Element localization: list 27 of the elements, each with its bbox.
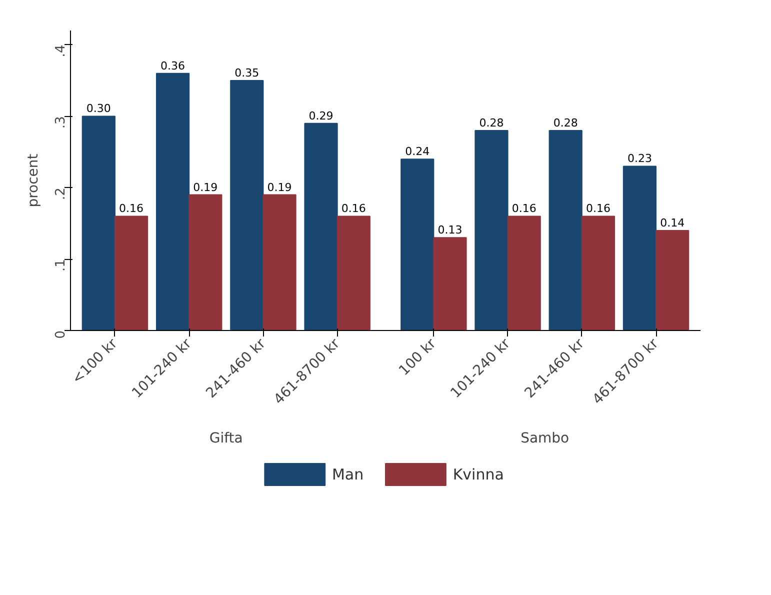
data-label: 0.35 [234, 66, 260, 80]
data-label: 0.23 [627, 152, 652, 166]
y-tick-label: 0 [54, 330, 68, 339]
y-axis-title: procent [26, 153, 42, 208]
x-tick-label: 100 kr [396, 336, 440, 379]
legend-label: Man [332, 466, 364, 484]
text: Gifta [209, 430, 243, 446]
data-label: 0.36 [160, 59, 186, 72]
legend-label: Kvinna [452, 466, 504, 484]
y-tick-label: .2 [54, 188, 68, 200]
data-label: 0.16 [586, 202, 610, 216]
data-label: 0.29 [308, 109, 334, 122]
data-label: 0.16 [512, 202, 536, 216]
data-label: 0.19 [267, 180, 292, 194]
data-label: 0.16 [119, 202, 144, 216]
data-label: 0.24 [405, 145, 430, 158]
data-label: 0.13 [438, 224, 462, 237]
data-label: 0.14 [660, 216, 685, 230]
text: Sambo [520, 430, 570, 446]
y-tick-label: .3 [54, 116, 68, 129]
data-label: 0.28 [479, 116, 504, 130]
y-tick-label: .1 [54, 259, 68, 272]
y-tick-label: .4 [54, 44, 68, 58]
data-label: 0.28 [553, 116, 578, 130]
data-label: 0.16 [341, 202, 366, 216]
data-label: 0.19 [193, 180, 218, 194]
data-label: 0.30 [86, 102, 111, 116]
